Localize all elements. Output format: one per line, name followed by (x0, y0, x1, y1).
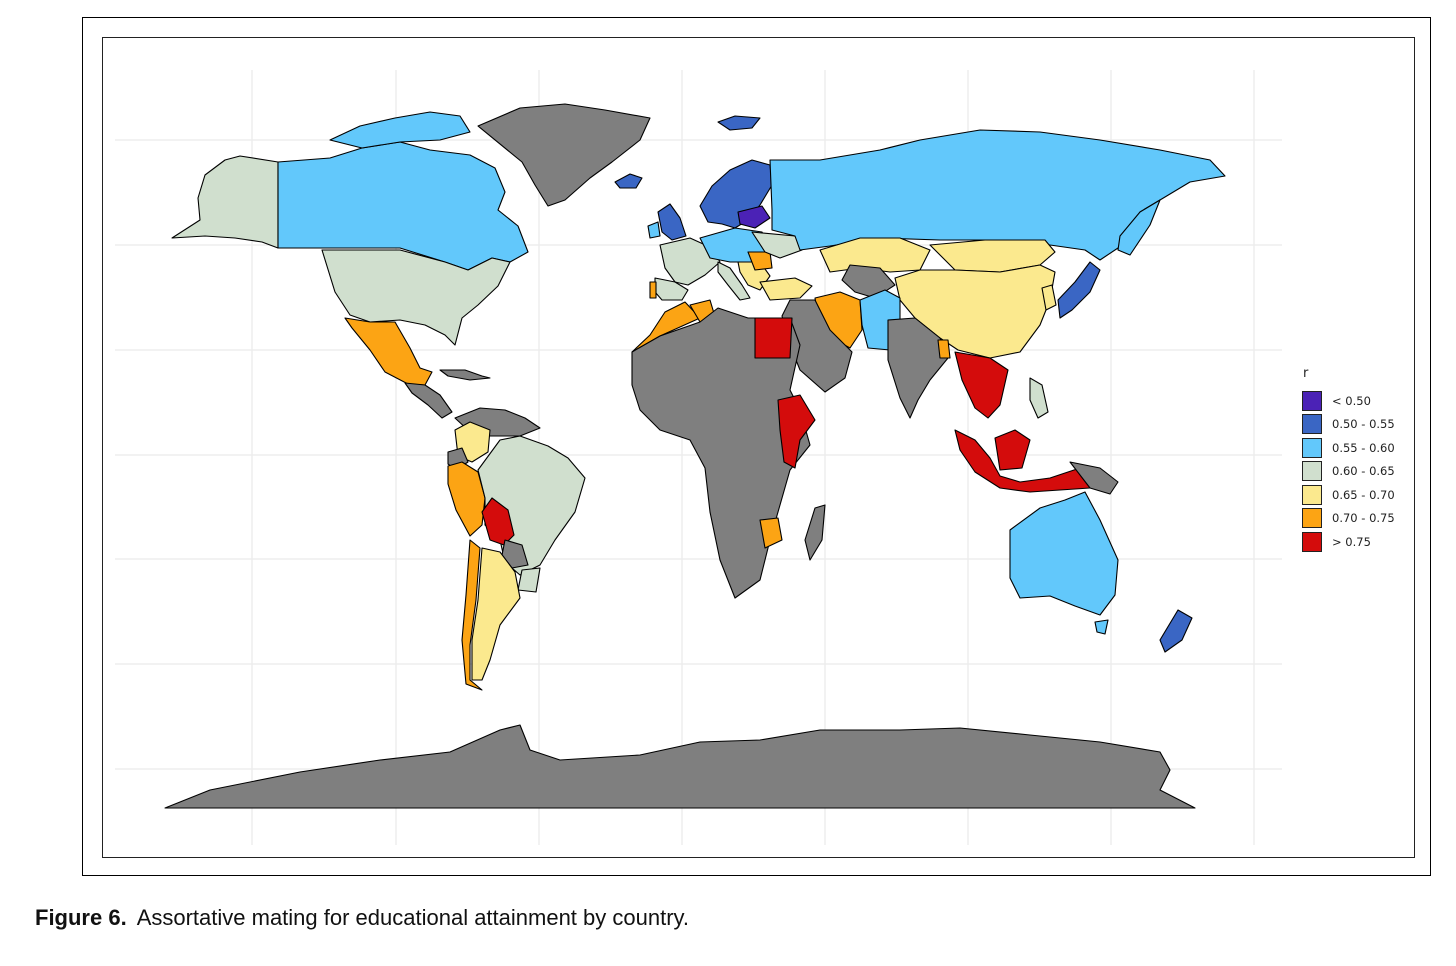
bolivia-region (481, 497, 515, 546)
western-europe-region (659, 237, 721, 286)
usa-region (321, 249, 511, 346)
tasmania-region (1094, 619, 1109, 635)
legend-label: 0.60 - 0.65 (1332, 464, 1395, 479)
italy-region (717, 261, 751, 301)
legend-swatch (1302, 414, 1322, 435)
legend-swatch (1302, 531, 1322, 552)
mexico-region (344, 317, 433, 386)
new-guinea-region (1069, 461, 1119, 495)
argentina-region (471, 547, 521, 681)
baltic-region (737, 205, 771, 229)
southeast-asia-region (954, 351, 1009, 419)
iceland-region (614, 173, 643, 189)
antarctica-region (164, 724, 1196, 809)
paraguay-region (501, 539, 529, 569)
map-regions (164, 103, 1226, 809)
legend-item: > 0.75 (1302, 530, 1395, 554)
new-zealand-region (1159, 609, 1193, 653)
legend-label: 0.50 - 0.55 (1332, 417, 1395, 432)
legend-swatch (1302, 390, 1322, 411)
peru-region (447, 461, 486, 537)
legend-item: 0.50 - 0.55 (1302, 413, 1395, 437)
zambia-region (759, 517, 783, 549)
map-legend: r < 0.50 0.50 - 0.55 0.55 - 0.60 0.60 - 0.6… (1302, 366, 1395, 554)
legend-title: r (1303, 366, 1309, 381)
legend-swatch (1302, 461, 1322, 482)
greenland-region (477, 103, 651, 207)
korea-region (1041, 284, 1057, 311)
canada-arctic-islands-region (329, 111, 471, 149)
portugal-region (649, 281, 657, 299)
caribbean-region (439, 369, 491, 381)
legend-item: 0.55 - 0.60 (1302, 436, 1395, 460)
legend-swatch (1302, 508, 1322, 529)
uk-region (657, 203, 687, 241)
russia-far-east-region (1117, 199, 1161, 256)
turkey-region (759, 277, 813, 301)
legend-label: 0.70 - 0.75 (1332, 511, 1395, 526)
legend-swatch (1302, 484, 1322, 505)
legend-label: 0.55 - 0.60 (1332, 440, 1395, 455)
ethiopia-kenya-region (777, 394, 816, 469)
legend-item: 0.65 - 0.70 (1302, 483, 1395, 507)
legend-label: < 0.50 (1332, 393, 1371, 408)
madagascar-region (804, 504, 826, 561)
uruguay-region (517, 567, 541, 593)
legend-items: < 0.50 0.50 - 0.55 0.55 - 0.60 0.60 - 0.65 0… (1302, 389, 1395, 554)
figure-number: Figure 6. (35, 905, 127, 930)
ukraine-region (751, 231, 803, 259)
philippines-region (1029, 377, 1049, 419)
ireland-region (647, 221, 661, 239)
egypt-region (754, 317, 793, 359)
caption-text: Assortative mating for educational attai… (136, 905, 690, 930)
romania-region (747, 251, 773, 271)
central-america-region (404, 382, 453, 419)
legend-item: 0.60 - 0.65 (1302, 460, 1395, 484)
figure-outer-frame (82, 17, 1431, 876)
legend-label: > 0.75 (1332, 534, 1371, 549)
legend-label: 0.65 - 0.70 (1332, 487, 1395, 502)
alaska-region (171, 155, 279, 249)
borneo-region (994, 429, 1031, 471)
australia-region (1009, 491, 1119, 616)
india-region (887, 317, 949, 419)
svalbard-region (717, 115, 761, 131)
bangladesh-region (937, 339, 951, 359)
legend-item: 0.70 - 0.75 (1302, 507, 1395, 531)
legend-swatch (1302, 437, 1322, 458)
figure-caption: Figure 6. Assortative mating for educatio… (35, 905, 689, 931)
chile-region (461, 539, 483, 691)
japan-region (1057, 261, 1101, 319)
legend-item: < 0.50 (1302, 389, 1395, 413)
